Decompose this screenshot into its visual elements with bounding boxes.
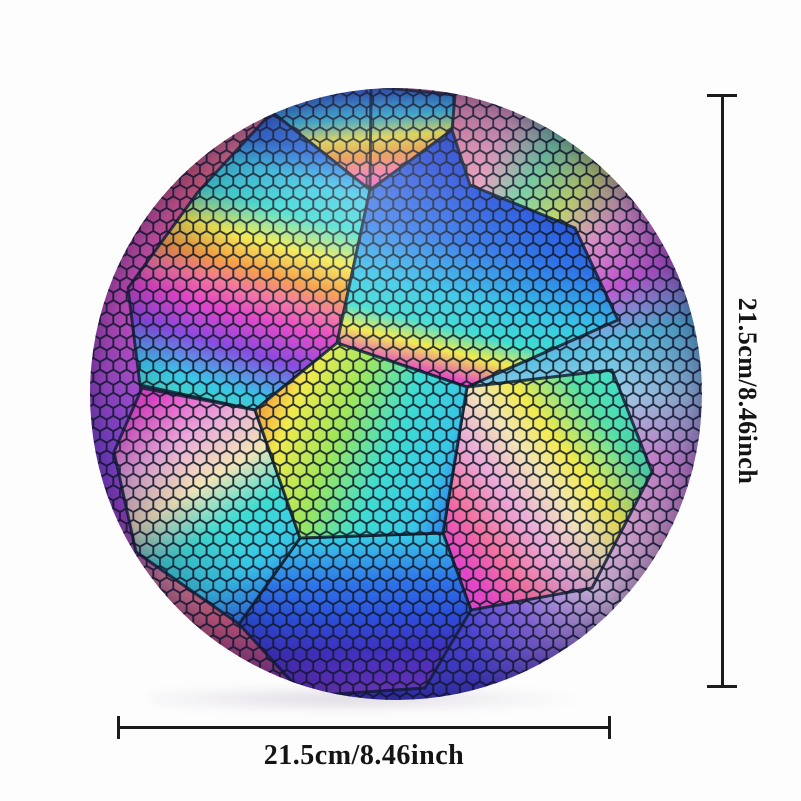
height-dimension-label: 21.5cm/8.46inch — [733, 297, 762, 485]
ball-shading — [90, 88, 702, 700]
width-dimension-line — [118, 726, 610, 729]
height-dimension-bottom-tick — [707, 685, 737, 688]
height-dimension-line — [721, 95, 724, 687]
width-dimension-label: 21.5cm/8.46inch — [263, 740, 465, 771]
width-dimension-right-tick — [608, 716, 611, 739]
width-dimension-left-tick — [117, 716, 120, 739]
height-dimension-top-tick — [707, 94, 737, 97]
